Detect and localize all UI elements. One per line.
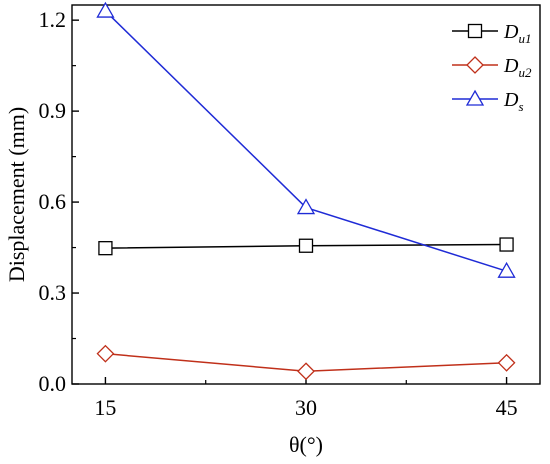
data-point bbox=[96, 1, 115, 18]
x-tick-label: 15 bbox=[94, 395, 116, 420]
data-point bbox=[96, 344, 115, 363]
legend-marker bbox=[467, 23, 483, 39]
legend-label: Ds bbox=[503, 89, 524, 114]
y-axis-label: Displacement (mm) bbox=[4, 107, 29, 282]
data-point bbox=[499, 237, 514, 252]
legend-item-Du2: Du2 bbox=[452, 55, 532, 80]
legend-marker bbox=[466, 56, 484, 74]
series-layer bbox=[96, 1, 516, 381]
legend: Du1 Du2 Ds bbox=[452, 21, 532, 114]
y-tick-label: 0.0 bbox=[39, 371, 67, 396]
data-point bbox=[98, 241, 113, 256]
series-Du2 bbox=[96, 344, 516, 381]
legend-marker bbox=[465, 89, 485, 106]
x-axis-label: θ(°) bbox=[289, 432, 323, 457]
x-tick-label: 45 bbox=[496, 395, 518, 420]
data-point bbox=[298, 238, 314, 253]
axes: 0.0 0.3 0.6 0.9 1.2 15 30 45 θ(°) Displacement (m… bbox=[4, 4, 541, 457]
series-line bbox=[104, 10, 507, 272]
data-point bbox=[296, 198, 316, 215]
y-tick-label: 0.6 bbox=[39, 189, 67, 214]
legend-item-Du1: Du1 bbox=[452, 21, 531, 46]
x-tick-label: 30 bbox=[295, 395, 317, 420]
series-Du1 bbox=[98, 237, 514, 256]
y-tick-label: 0.9 bbox=[39, 98, 67, 123]
legend-label: Du1 bbox=[503, 21, 531, 46]
data-point bbox=[497, 353, 516, 372]
legend-item-Ds: Ds bbox=[452, 89, 524, 114]
y-tick-label: 1.2 bbox=[39, 7, 67, 32]
y-tick-label: 0.3 bbox=[39, 280, 67, 305]
data-point bbox=[497, 261, 516, 278]
legend-label: Du2 bbox=[503, 55, 532, 80]
data-point bbox=[297, 362, 315, 381]
series-Ds bbox=[96, 1, 516, 278]
